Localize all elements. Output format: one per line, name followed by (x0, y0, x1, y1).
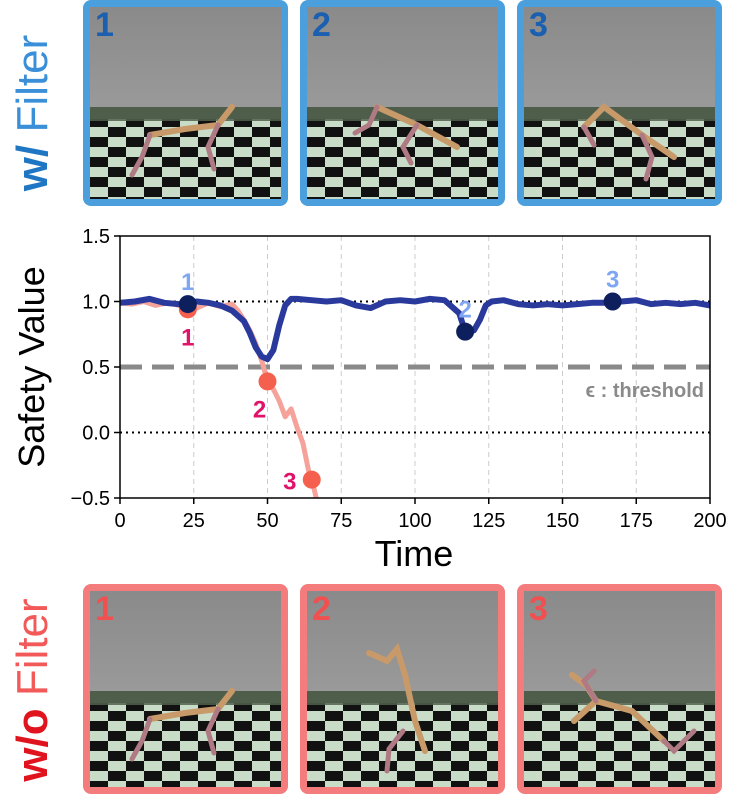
marker-point (178, 295, 197, 314)
bottom-row-label: w/o Filter (8, 585, 58, 795)
x-tick-label: 175 (620, 510, 653, 532)
scene-image (524, 7, 715, 199)
scene-image (524, 591, 715, 787)
y-tick-label: 1.5 (82, 226, 110, 248)
top-row-label-word: Filter (8, 34, 57, 133)
x-tick-label: 125 (472, 510, 505, 532)
marker-label: 2 (253, 396, 266, 423)
top-frame-3: 3 (517, 0, 722, 206)
y-tick-label: −0.5 (71, 488, 110, 510)
x-tick-label: 100 (398, 510, 431, 532)
series-lines (120, 295, 710, 498)
x-tick-label: 0 (114, 510, 125, 532)
frame-number: 1 (95, 6, 114, 44)
y-tick-label: 1.0 (82, 292, 110, 314)
marker-point (456, 322, 475, 341)
safety-value-chart: 1 2 3 1 2 3 0 25 50 75 100 125 150 175 200 −0.5 0.0 0.5 1… (11, 226, 727, 574)
marker-label: 3 (283, 469, 296, 496)
bottom-frame-2: 2 (300, 584, 505, 794)
marker-point (258, 372, 277, 391)
top-frame-2: 2 (300, 0, 505, 206)
marker-label: 2 (458, 297, 471, 324)
marker-label: 1 (181, 269, 194, 296)
frame-number: 2 (312, 590, 331, 628)
bottom-row-label-prefix: w/o (8, 708, 57, 782)
scene-image (90, 591, 281, 787)
top-row-label-prefix: w/ (8, 144, 57, 192)
y-tick-label: 0.0 (82, 423, 110, 445)
scene-image (90, 7, 281, 199)
y-tick-label: 0.5 (82, 357, 110, 379)
threshold-label: ϵ : threshold (586, 380, 704, 402)
marker-point (302, 470, 321, 489)
marker-label: 1 (181, 324, 194, 351)
y-axis-label: Safety Value (11, 266, 52, 467)
marker-label: 3 (606, 267, 619, 294)
x-axis-label: Time (375, 533, 454, 574)
x-tick-label: 150 (546, 510, 579, 532)
x-tick-label: 200 (693, 510, 726, 532)
frame-number: 3 (529, 590, 548, 628)
x-tick-label: 75 (330, 510, 352, 532)
series-line-with-filter (120, 295, 710, 363)
top-frame-1: 1 (83, 0, 288, 206)
top-row-label: w/ Filter (8, 18, 58, 208)
x-tick-label: 25 (183, 510, 205, 532)
scene-image (307, 591, 498, 787)
frame-number: 1 (95, 590, 114, 628)
frame-number: 3 (529, 6, 548, 44)
x-tick-label: 50 (256, 510, 278, 532)
bottom-frame-3: 3 (517, 584, 722, 794)
tick-labels: 0 25 50 75 100 125 150 175 200 −0.5 0.0 0.5 1.0 1.5 (71, 226, 727, 532)
scene-image (307, 7, 498, 199)
frame-number: 2 (312, 6, 331, 44)
bottom-row-label-word: Filter (8, 598, 57, 697)
marker-point (603, 292, 622, 311)
series-markers: 1 2 3 1 2 3 (178, 267, 622, 496)
bottom-frame-1: 1 (83, 584, 288, 794)
